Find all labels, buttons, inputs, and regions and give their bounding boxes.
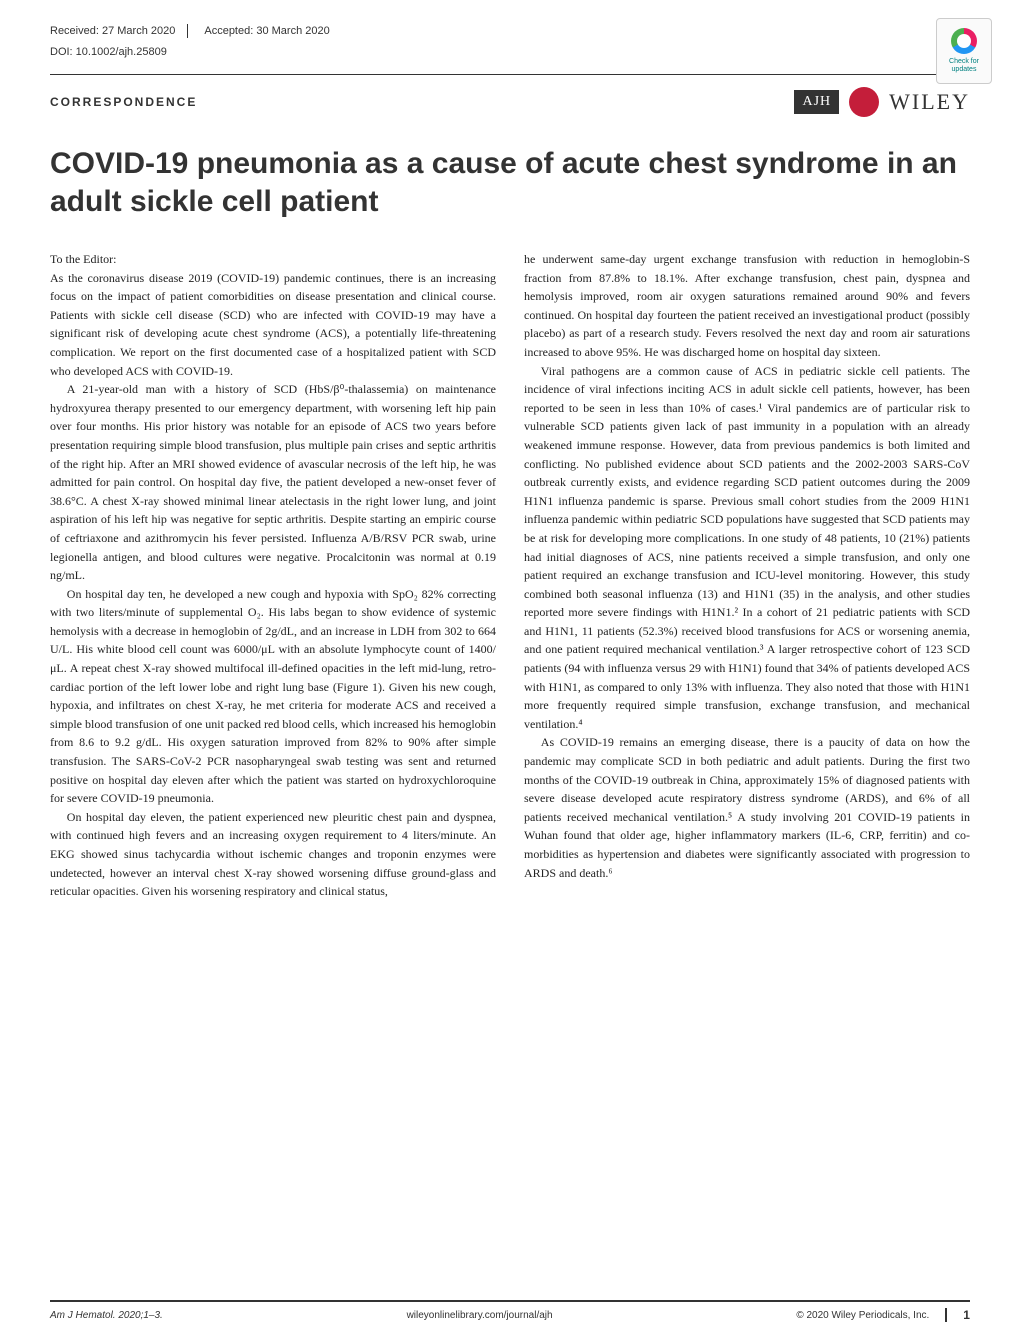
- top-rule: [50, 74, 970, 75]
- body-paragraph: Viral pathogens are a common cause of AC…: [524, 362, 970, 734]
- right-column: he underwent same-day urgent exchange tr…: [524, 250, 970, 901]
- correspondence-row: CORRESPONDENCE AJH WILEY: [0, 87, 1020, 117]
- body-paragraph: On hospital day eleven, the patient expe…: [50, 808, 496, 901]
- ajh-logo: AJH: [794, 90, 839, 114]
- brand-area: AJH WILEY: [794, 87, 970, 117]
- body-paragraph: he underwent same-day urgent exchange tr…: [524, 250, 970, 362]
- check-updates-icon: [951, 28, 977, 54]
- correspondence-label: CORRESPONDENCE: [50, 95, 197, 109]
- article-title: COVID-19 pneumonia as a cause of acute c…: [0, 117, 1020, 232]
- meta-divider: [187, 24, 188, 38]
- check-for-updates-badge[interactable]: Check for updates: [936, 18, 992, 84]
- footer-right: © 2020 Wiley Periodicals, Inc. 1: [796, 1308, 970, 1322]
- accepted-date: Accepted: 30 March 2020: [192, 25, 329, 37]
- footer-copyright: © 2020 Wiley Periodicals, Inc.: [796, 1310, 929, 1321]
- two-column-body: To the Editor: As the coronavirus diseas…: [0, 232, 1020, 901]
- body-paragraph: A 21-year-old man with a history of SCD …: [50, 380, 496, 585]
- wiley-logo: WILEY: [889, 89, 970, 115]
- body-paragraph: On hospital day ten, he developed a new …: [50, 585, 496, 808]
- article-meta-row: Received: 27 March 2020 Accepted: 30 Mar…: [0, 0, 1020, 42]
- doi-label: DOI: 10.1002/ajh.25809: [0, 42, 1020, 58]
- check-updates-label: Check for updates: [937, 58, 991, 73]
- footer-url: wileyonlinelibrary.com/journal/ajh: [407, 1310, 553, 1321]
- footer-journal: Am J Hematol. 2020;1–3.: [50, 1310, 163, 1321]
- footer-page-number: 1: [963, 1308, 970, 1322]
- left-column: To the Editor: As the coronavirus diseas…: [50, 250, 496, 901]
- footer-divider: [945, 1308, 947, 1322]
- red-dot-icon: [849, 87, 879, 117]
- body-paragraph: As the coronavirus disease 2019 (COVID-1…: [50, 269, 496, 381]
- to-the-editor: To the Editor:: [50, 250, 496, 269]
- page-footer: Am J Hematol. 2020;1–3. wileyonlinelibra…: [50, 1300, 970, 1322]
- received-date: Received: 27 March 2020: [50, 25, 187, 37]
- body-paragraph: As COVID-19 remains an emerging disease,…: [524, 733, 970, 882]
